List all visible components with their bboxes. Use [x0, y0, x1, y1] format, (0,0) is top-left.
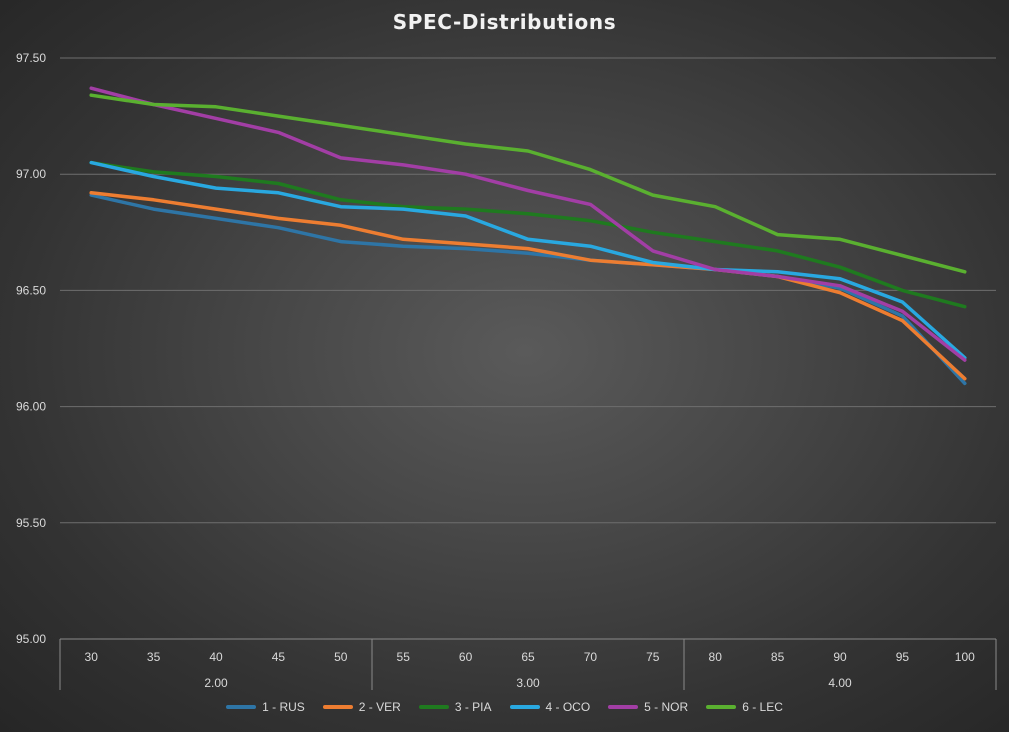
legend-swatch	[226, 705, 257, 709]
series-line-4	[89, 160, 967, 360]
legend-swatch	[608, 705, 639, 709]
series-line-6	[89, 93, 967, 274]
x-tick-label: 30	[85, 650, 99, 664]
legend-label: 2 - VER	[358, 700, 401, 714]
y-tick-label: 95.50	[16, 516, 46, 530]
legend-item: 1 - RUS	[226, 700, 305, 714]
x-tick-label: 95	[896, 650, 910, 664]
x-tick-label: 45	[272, 650, 286, 664]
x-tick-label: 65	[521, 650, 535, 664]
legend-swatch	[418, 705, 449, 709]
legend-label: 5 - NOR	[644, 700, 689, 714]
y-tick-label: 97.00	[16, 167, 46, 181]
legend-item: 6 - LEC	[706, 700, 783, 714]
x-tick-label: 100	[955, 650, 975, 664]
x-tick-label: 60	[459, 650, 473, 664]
legend-item: 2 - VER	[322, 700, 401, 714]
x-tick-label: 80	[709, 650, 723, 664]
series-line-2	[89, 191, 967, 381]
legend-label: 1 - RUS	[262, 700, 305, 714]
chart-legend: 1 - RUS 2 - VER 3 - PIA 4 - OCO 5 - NOR 6 - L…	[0, 700, 1009, 714]
series-line-1	[89, 193, 967, 386]
x-group-label: 4.00	[828, 676, 852, 690]
x-group-label: 3.00	[516, 676, 540, 690]
legend-item: 5 - NOR	[608, 700, 688, 714]
legend-item: 3 - PIA	[418, 700, 492, 714]
x-tick-label: 75	[646, 650, 660, 664]
y-tick-label: 95.00	[16, 632, 46, 646]
series-line-3	[89, 160, 967, 309]
y-tick-label: 96.50	[16, 283, 46, 297]
y-tick-label: 96.00	[16, 400, 46, 414]
x-tick-label: 90	[833, 650, 847, 664]
legend-item: 4 - OCO	[509, 700, 591, 714]
chart-title: SPEC-Distributions	[392, 10, 617, 34]
x-tick-label: 70	[584, 650, 598, 664]
legend-swatch	[322, 705, 353, 709]
x-tick-label: 40	[209, 650, 223, 664]
legend-swatch	[509, 705, 540, 709]
x-tick-label: 50	[334, 650, 348, 664]
legend-swatch	[706, 705, 737, 709]
x-tick-label: 55	[397, 650, 411, 664]
y-tick-label: 97.50	[16, 51, 46, 65]
legend-label: 6 - LEC	[742, 700, 783, 714]
legend-label: 3 - PIA	[454, 700, 492, 714]
x-tick-label: 85	[771, 650, 785, 664]
series-line-5	[89, 86, 967, 362]
legend-label: 4 - OCO	[545, 700, 591, 714]
x-group-label: 2.00	[204, 676, 228, 690]
x-tick-label: 35	[147, 650, 161, 664]
